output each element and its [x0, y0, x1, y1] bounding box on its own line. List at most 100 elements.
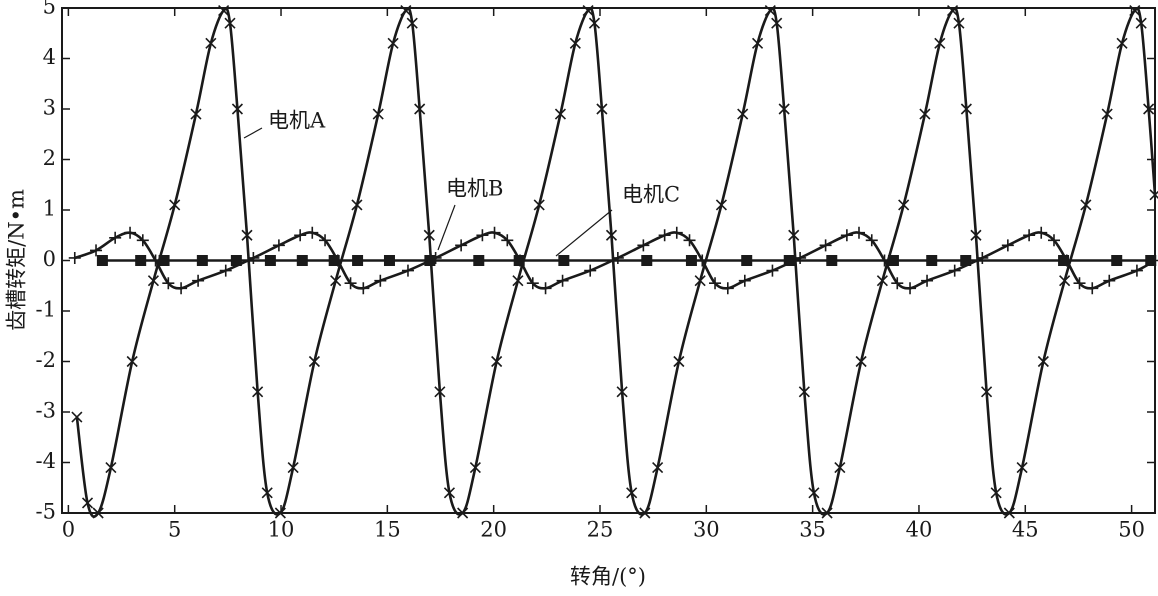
- marker-plus: [272, 239, 285, 252]
- x-tick-label: 40: [906, 518, 933, 542]
- x-tick-label: 50: [1118, 518, 1145, 542]
- marker-x: [737, 108, 749, 120]
- marker-x: [533, 199, 545, 211]
- marker-square: [960, 255, 972, 266]
- marker-x: [588, 17, 601, 29]
- marker-plus: [476, 229, 489, 242]
- marker-square: [158, 255, 170, 266]
- x-tick-label: 5: [168, 518, 181, 542]
- y-tick-label: -3: [36, 399, 56, 423]
- leader-line: [555, 209, 613, 257]
- marker-x: [953, 17, 965, 29]
- marker-plus: [526, 277, 539, 290]
- marker-square: [1058, 255, 1070, 266]
- marker-x: [788, 229, 800, 241]
- marker-square: [887, 255, 899, 266]
- marker-square: [328, 255, 340, 266]
- marker-x: [126, 355, 138, 368]
- marker-square: [641, 255, 653, 266]
- marker-plus: [1073, 277, 1086, 290]
- marker-square: [196, 255, 208, 266]
- marker-plus: [891, 277, 904, 290]
- marker-x: [190, 108, 202, 120]
- marker-square: [558, 255, 570, 266]
- marker-plus: [1103, 274, 1116, 287]
- annotation: 电机C: [622, 183, 680, 207]
- marker-x: [981, 386, 993, 398]
- marker-x: [1037, 355, 1049, 368]
- marker-x: [169, 199, 181, 211]
- marker-x: [512, 275, 524, 287]
- marker-x: [81, 497, 94, 509]
- y-tick-label: 5: [43, 0, 56, 19]
- marker-x: [71, 411, 83, 423]
- marker-x: [834, 461, 846, 474]
- marker-plus: [357, 282, 370, 295]
- marker-x: [1149, 189, 1158, 201]
- marker-square: [96, 255, 108, 266]
- x-tick-label: 15: [374, 518, 401, 542]
- marker-plus: [319, 234, 332, 247]
- marker-plus: [401, 264, 414, 277]
- marker-plus: [1047, 234, 1060, 247]
- marker-square: [826, 255, 838, 266]
- marker-x: [231, 103, 243, 115]
- marker-x: [554, 108, 567, 120]
- marker-x: [400, 4, 412, 17]
- marker-plus: [766, 264, 779, 277]
- y-tick-label: 3: [43, 96, 56, 120]
- marker-square: [1111, 255, 1123, 266]
- marker-x: [1101, 108, 1113, 120]
- marker-x: [934, 37, 946, 49]
- marker-x: [970, 229, 982, 241]
- marker-plus: [539, 282, 552, 295]
- marker-x: [596, 103, 608, 115]
- x-tick-label: 10: [268, 518, 295, 542]
- marker-square: [1145, 255, 1157, 266]
- marker-x: [898, 199, 910, 211]
- marker-x: [771, 17, 783, 29]
- marker-plus: [840, 229, 853, 242]
- marker-square: [473, 255, 485, 266]
- marker-plus: [192, 274, 205, 287]
- marker-x: [387, 37, 399, 49]
- marker-plus: [501, 234, 514, 247]
- annotation-leaders: [243, 127, 613, 257]
- marker-x: [261, 487, 273, 499]
- marker-plus: [68, 251, 81, 264]
- marker-square: [513, 255, 525, 266]
- x-tick-label: 35: [799, 518, 826, 542]
- marker-x: [855, 355, 867, 368]
- leader-line: [243, 127, 263, 139]
- marker-plus: [344, 277, 357, 290]
- marker-x: [241, 229, 253, 241]
- marker-plus: [374, 274, 387, 287]
- marker-square: [383, 255, 395, 266]
- marker-x: [605, 229, 618, 241]
- marker-plus: [488, 226, 501, 239]
- marker-plus: [738, 274, 751, 287]
- marker-square: [352, 255, 364, 266]
- marker-x: [224, 17, 236, 29]
- marker-x: [414, 103, 426, 115]
- marker-plus: [819, 239, 832, 252]
- marker-plus: [948, 264, 961, 277]
- x-tick-label: 0: [62, 518, 75, 542]
- marker-x: [990, 487, 1002, 499]
- marker-plus: [136, 234, 149, 247]
- marker-x: [469, 461, 481, 474]
- marker-plus: [1086, 282, 1099, 295]
- marker-x: [351, 199, 363, 211]
- x-tick-label: 30: [693, 518, 720, 542]
- marker-x: [1080, 199, 1092, 211]
- x-tick-label: 20: [480, 518, 507, 542]
- marker-x: [946, 4, 959, 17]
- marker-x: [694, 275, 706, 287]
- y-tick-label: 0: [43, 247, 56, 271]
- marker-x: [626, 487, 638, 499]
- marker-x: [1143, 103, 1155, 115]
- leader-line: [437, 204, 456, 251]
- y-tick-label: -4: [36, 449, 56, 473]
- marker-x: [1135, 17, 1147, 29]
